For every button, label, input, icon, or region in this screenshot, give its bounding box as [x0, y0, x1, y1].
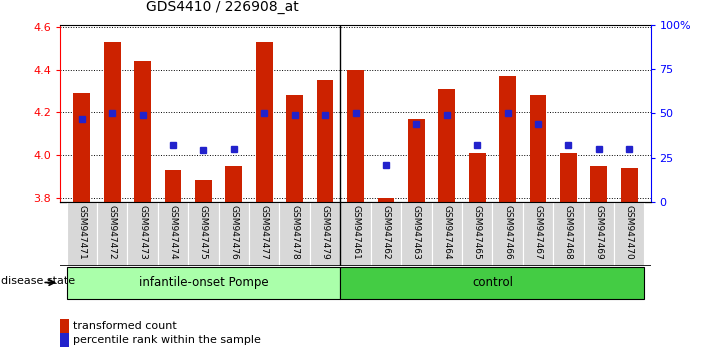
Text: GSM947464: GSM947464: [442, 205, 451, 259]
Text: GSM947465: GSM947465: [473, 205, 481, 260]
Bar: [553, 202, 584, 266]
Text: GSM947467: GSM947467: [533, 205, 542, 260]
Bar: [97, 202, 127, 266]
Bar: [158, 202, 188, 266]
Text: GSM947462: GSM947462: [381, 205, 390, 259]
Text: GSM947461: GSM947461: [351, 205, 360, 260]
Text: control: control: [472, 276, 513, 289]
Bar: [591, 166, 607, 202]
Bar: [370, 202, 401, 266]
Bar: [316, 80, 333, 202]
Bar: [432, 202, 462, 266]
Bar: [287, 95, 303, 202]
Bar: [165, 170, 181, 202]
Text: GDS4410 / 226908_at: GDS4410 / 226908_at: [146, 0, 299, 14]
Text: infantile-onset Pompe: infantile-onset Pompe: [139, 276, 268, 289]
Text: GSM947470: GSM947470: [625, 205, 634, 260]
Bar: [614, 202, 644, 266]
Bar: [341, 267, 644, 299]
Bar: [341, 202, 370, 266]
Bar: [584, 202, 614, 266]
Text: GSM947463: GSM947463: [412, 205, 421, 260]
Bar: [134, 61, 151, 202]
Bar: [462, 202, 493, 266]
Text: GSM947476: GSM947476: [230, 205, 238, 260]
Bar: [493, 202, 523, 266]
Bar: [523, 202, 553, 266]
Bar: [499, 76, 516, 202]
Text: GSM947474: GSM947474: [169, 205, 178, 259]
Bar: [218, 202, 249, 266]
Text: GSM947478: GSM947478: [290, 205, 299, 260]
Bar: [225, 166, 242, 202]
Text: GSM947477: GSM947477: [260, 205, 269, 260]
Bar: [439, 89, 455, 202]
Text: transformed count: transformed count: [73, 321, 177, 331]
Bar: [249, 202, 279, 266]
Bar: [195, 181, 212, 202]
Text: GSM947468: GSM947468: [564, 205, 573, 260]
Bar: [188, 202, 218, 266]
Bar: [408, 119, 424, 202]
Bar: [530, 95, 546, 202]
Text: GSM947475: GSM947475: [199, 205, 208, 260]
Text: GSM947479: GSM947479: [321, 205, 330, 260]
Bar: [378, 198, 395, 202]
Bar: [67, 267, 341, 299]
Bar: [67, 202, 97, 266]
Bar: [127, 202, 158, 266]
Text: GSM947471: GSM947471: [77, 205, 86, 260]
Text: percentile rank within the sample: percentile rank within the sample: [73, 335, 261, 345]
Bar: [621, 168, 638, 202]
Text: GSM947472: GSM947472: [107, 205, 117, 259]
Bar: [347, 70, 364, 202]
Bar: [256, 42, 272, 202]
Text: disease state: disease state: [1, 276, 75, 286]
Bar: [279, 202, 310, 266]
Bar: [401, 202, 432, 266]
Bar: [73, 93, 90, 202]
Bar: [469, 153, 486, 202]
Text: GSM947469: GSM947469: [594, 205, 604, 260]
Text: GSM947473: GSM947473: [138, 205, 147, 260]
Bar: [560, 153, 577, 202]
Bar: [310, 202, 341, 266]
Bar: [104, 42, 120, 202]
Text: GSM947466: GSM947466: [503, 205, 512, 260]
